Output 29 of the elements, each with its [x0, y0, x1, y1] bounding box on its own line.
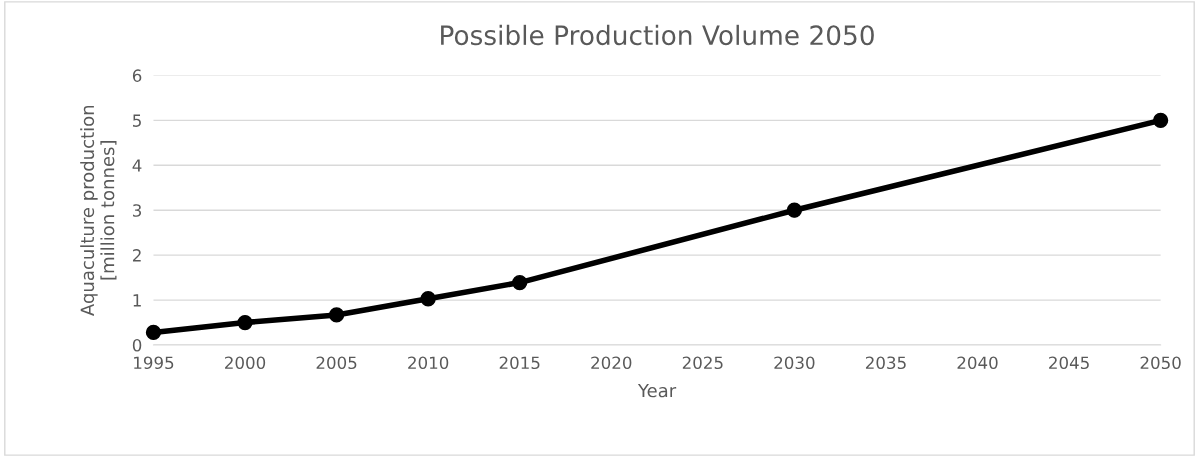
x-tick-label: 2020 — [591, 356, 632, 370]
x-tick-label: 2015 — [499, 356, 540, 370]
chart-title: Possible Production Volume 2050 — [441, 24, 874, 46]
y-axis-title: Aquaculture production [million tonnes] — [80, 105, 117, 316]
y-tick-label: 6 — [132, 69, 142, 82]
y-tick-label: 1 — [133, 294, 141, 307]
point — [420, 291, 436, 307]
x-tick-label: 2005 — [316, 356, 357, 370]
x-tick-label: 1995 — [134, 356, 174, 370]
y-tick-label: 4 — [132, 159, 142, 172]
x-tick-label: 2000 — [225, 356, 266, 370]
point — [786, 202, 803, 218]
point — [237, 314, 253, 331]
x-axis-title: Year — [637, 383, 677, 398]
x-tick-label: 2040 — [957, 356, 998, 370]
point — [328, 307, 345, 323]
x-tick-label: 2025 — [682, 356, 723, 370]
x-tick-label: 2010 — [408, 356, 449, 370]
y-tick-label: 3 — [133, 204, 142, 217]
point — [512, 274, 528, 291]
y-tick-label: 2 — [132, 249, 141, 262]
point — [145, 324, 162, 341]
y-tick-label: 0 — [132, 339, 142, 352]
x-tick-label: 2030 — [774, 356, 815, 370]
y-tick-label: 5 — [133, 114, 141, 127]
x-tick-label: 2035 — [865, 356, 906, 370]
x-tick-label: 2045 — [1049, 356, 1089, 370]
x-tick-label: 2050 — [1140, 356, 1181, 370]
point — [1152, 112, 1169, 128]
